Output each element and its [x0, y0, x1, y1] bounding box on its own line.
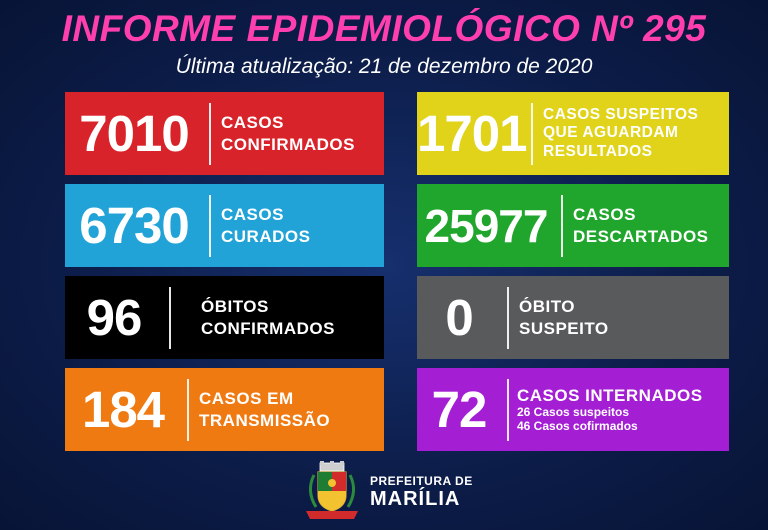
page-title: INFORME EPIDEMIOLÓGICO Nº 295	[61, 8, 707, 49]
card-label: ÓBITO SUSPEITO	[519, 297, 609, 338]
footer-line2: MARÍLIA	[370, 487, 461, 510]
card-value: 7010	[79, 105, 189, 162]
card-label: CASOS CURADOS	[221, 205, 311, 246]
card-suspected-cases: 1701 CASOS SUSPEITOS QUE AGUARDAM RESULT…	[417, 92, 729, 175]
divider	[187, 378, 189, 441]
card-label: CASOS DESCARTADOS	[573, 205, 709, 246]
card-label: CASOS INTERNADOS	[517, 386, 703, 406]
card-value: 96	[86, 289, 143, 346]
card-value: 184	[81, 381, 165, 438]
divider	[209, 102, 211, 165]
card-value: 6730	[79, 197, 189, 254]
card-transmission-cases: 184 CASOS EM TRANSMISSÃO	[65, 368, 384, 451]
card-confirmed-deaths: 96 ÓBITOS CONFIRMADOS	[65, 276, 384, 359]
footer-line1: PREFEITURA DE	[370, 473, 473, 488]
card-hospitalized-cases: 72 CASOS INTERNADOS 26 Casos suspeitos 4…	[417, 368, 729, 451]
card-label-group: CASOS INTERNADOS 26 Casos suspeitos 46 C…	[517, 386, 703, 432]
card-sublabel-confirmed: 46 Casos cofirmados	[517, 418, 638, 433]
divider	[507, 378, 509, 441]
last-update: Última atualização: 21 de dezembro de 20…	[175, 55, 593, 78]
card-discarded-cases: 25977 CASOS DESCARTADOS	[417, 184, 729, 267]
card-label: CASOS EM TRANSMISSÃO	[199, 389, 331, 430]
card-label: CASOS SUSPEITOS QUE AGUARDAM RESULTADOS	[543, 105, 699, 160]
divider	[561, 194, 563, 257]
card-value: 72	[431, 381, 488, 438]
divider	[531, 102, 533, 165]
footer-text: PREFEITURA DE MARÍLIA	[370, 474, 473, 511]
card-sublabel-suspected: 26 Casos suspeitos	[517, 405, 630, 420]
card-value: 1701	[417, 105, 527, 162]
card-suspected-deaths: 0 ÓBITO SUSPEITO	[417, 276, 729, 359]
city-coat-of-arms-icon	[306, 461, 358, 519]
divider	[507, 286, 509, 349]
card-value: 0	[445, 289, 473, 346]
footer-logo: PREFEITURA DE MARÍLIA	[300, 461, 500, 523]
card-confirmed-cases: 7010 CASOS CONFIRMADOS	[65, 92, 384, 175]
card-label: CASOS CONFIRMADOS	[221, 113, 355, 154]
divider	[169, 286, 171, 349]
card-label: ÓBITOS CONFIRMADOS	[201, 297, 335, 338]
card-recovered-cases: 6730 CASOS CURADOS	[65, 184, 384, 267]
divider	[209, 194, 211, 257]
card-value: 25977	[424, 199, 549, 252]
